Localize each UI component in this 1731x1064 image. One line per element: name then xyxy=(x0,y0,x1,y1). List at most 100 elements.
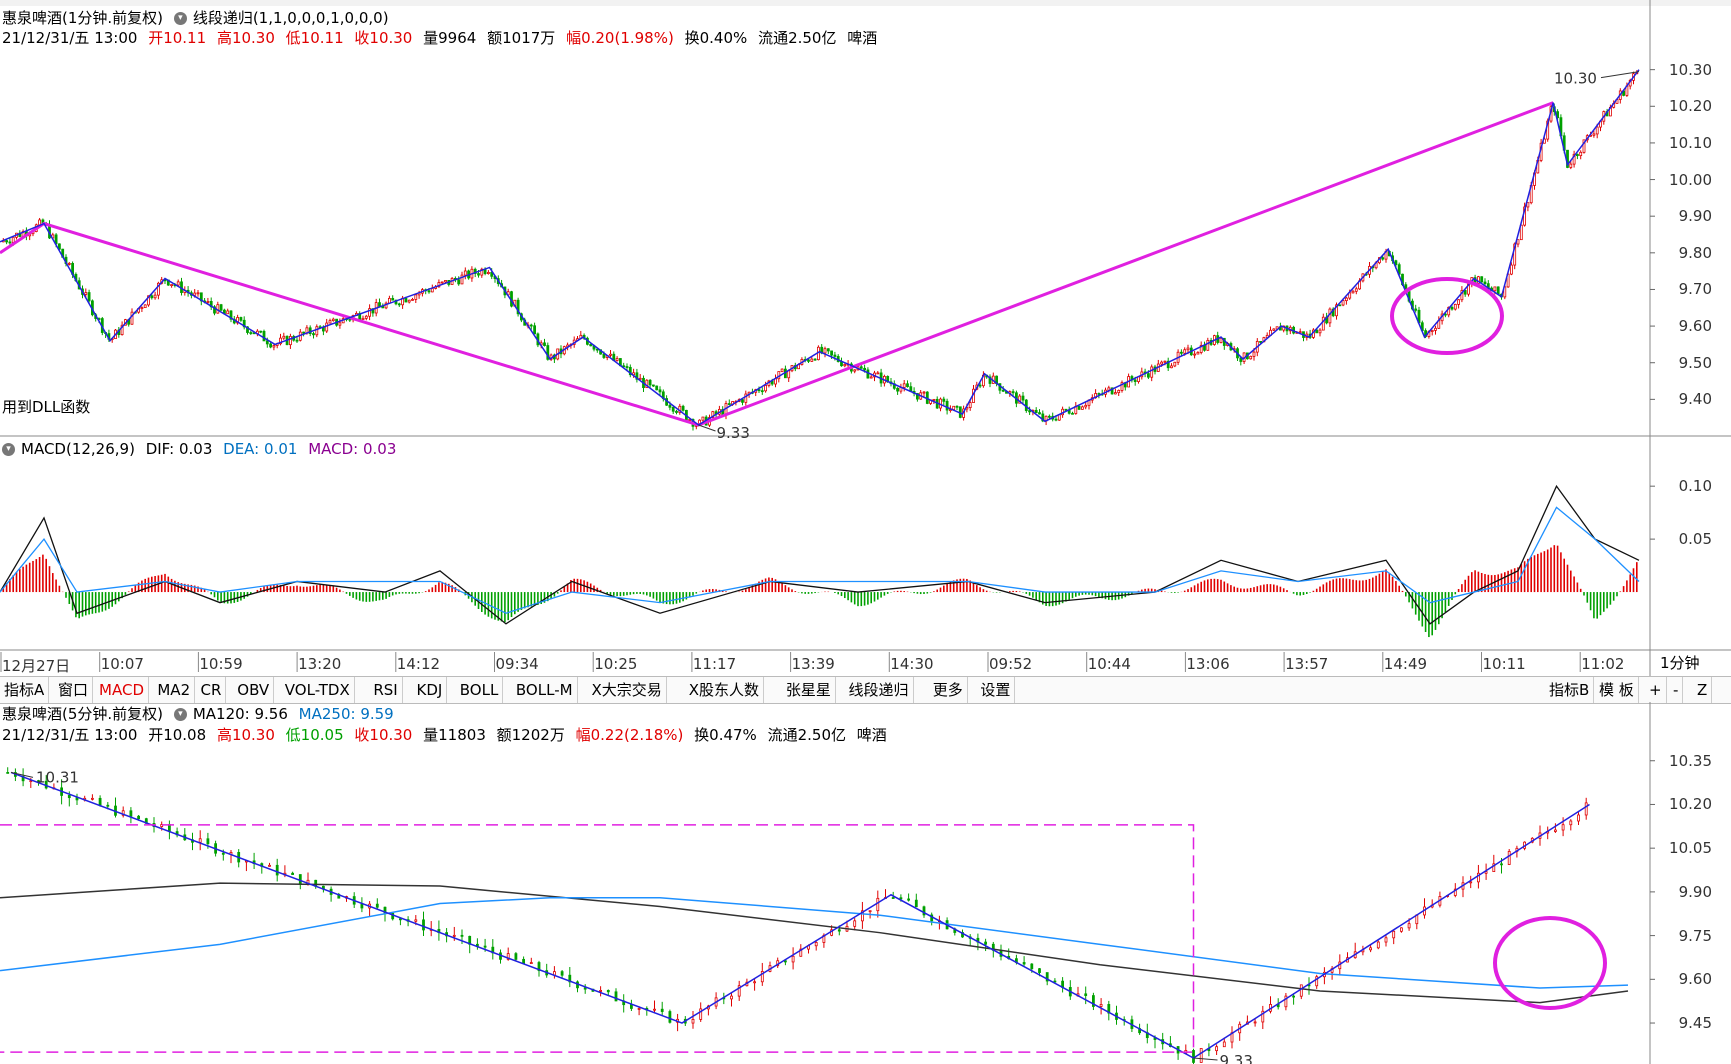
candle-down xyxy=(246,326,249,333)
candle-down xyxy=(514,953,518,960)
quote-date: 21/12/31/五 13:00 xyxy=(2,726,138,744)
candle-up xyxy=(1392,930,1396,939)
high-mark-arrow xyxy=(10,771,34,778)
candle-down xyxy=(1110,387,1114,395)
candle-up xyxy=(599,990,602,992)
candle-down xyxy=(398,918,402,921)
ma250-label: MA250: 9.59 xyxy=(298,705,394,723)
candle-down xyxy=(490,272,494,277)
candle-down xyxy=(106,804,110,807)
candle-up xyxy=(653,1008,656,1011)
candle-down xyxy=(630,1004,633,1009)
candle-up xyxy=(861,910,864,922)
toolbar-right-button[interactable]: 模 板 xyxy=(1595,677,1639,703)
candle-down xyxy=(984,941,987,945)
candle-up xyxy=(730,995,733,1000)
candle-up xyxy=(1345,297,1348,302)
candle-up xyxy=(1595,126,1599,135)
period-selector[interactable]: 1分钟 xyxy=(1660,654,1700,672)
settings-circle-icon[interactable]: ▾ xyxy=(173,708,187,721)
price-tick-label: 9.60 xyxy=(1678,317,1712,336)
toolbar-tab[interactable]: MA2 xyxy=(153,677,196,703)
candle-down xyxy=(37,780,40,783)
toolbar-right-button[interactable]: Z xyxy=(1693,677,1713,703)
candle-up xyxy=(780,368,784,372)
candle-up xyxy=(1572,153,1576,165)
candle-down xyxy=(262,330,266,342)
candle-down xyxy=(295,339,299,342)
candle-down xyxy=(1414,308,1418,311)
low-mark-label: 9.33 xyxy=(1220,1052,1253,1064)
toolbar-tab[interactable]: BOLL xyxy=(456,677,504,703)
candle-down xyxy=(219,304,223,311)
candle-up xyxy=(1272,328,1276,331)
segment-line xyxy=(0,69,1640,426)
toolbar-tab[interactable]: KDJ xyxy=(413,677,448,703)
candle-up xyxy=(787,370,791,379)
toolbar-tab[interactable]: CR xyxy=(197,677,227,703)
candle-up xyxy=(368,308,372,317)
toolbar-tab[interactable]: 设置 xyxy=(976,677,1016,703)
settings-circle-icon[interactable]: ▾ xyxy=(173,12,187,25)
toolbar-tab[interactable]: 张星星 xyxy=(782,677,836,703)
toolbar-tab[interactable]: OBV xyxy=(233,677,275,703)
toolbar-right-button[interactable]: 指标B xyxy=(1545,677,1595,703)
candle-up xyxy=(315,326,319,336)
time-tick-label: 10:25 xyxy=(594,655,638,673)
candle-up xyxy=(272,345,276,348)
candle-up xyxy=(1453,303,1457,310)
trend-line xyxy=(0,101,1554,427)
candle-down xyxy=(1022,962,1026,965)
candle-up xyxy=(444,280,447,283)
dea-line xyxy=(0,506,1640,614)
price-tick-label: 9.50 xyxy=(1678,353,1712,372)
toolbar-right-button[interactable]: - xyxy=(1669,677,1684,703)
candle-up xyxy=(452,934,456,937)
candle-down xyxy=(916,392,919,400)
toolbar-tab[interactable]: VOL-TDX xyxy=(281,677,355,703)
toolbar-tab[interactable]: X股东人数 xyxy=(685,677,764,703)
candle-up xyxy=(1516,239,1520,245)
toolbar-tab[interactable]: BOLL-M xyxy=(512,677,578,703)
time-tick-label: 10:11 xyxy=(1482,655,1526,673)
candle-down xyxy=(58,243,61,250)
toolbar-tab[interactable]: MACD xyxy=(95,677,149,703)
candle-up xyxy=(1219,337,1223,343)
price-tick-label: 10.30 xyxy=(1669,60,1712,79)
toolbar-tab[interactable]: RSI xyxy=(369,677,403,703)
price-tick-label: 9.80 xyxy=(1678,243,1712,262)
settings-circle-icon[interactable]: ▾ xyxy=(2,443,15,456)
high-mark-arrow xyxy=(1600,71,1640,79)
candle-up xyxy=(1477,872,1480,883)
candle-down xyxy=(655,385,659,391)
time-tick-label: 09:52 xyxy=(989,655,1033,673)
candle-up xyxy=(1299,984,1303,997)
candle-up xyxy=(1120,382,1124,391)
candle-up xyxy=(1561,824,1565,831)
candle-up xyxy=(198,838,202,843)
toolbar-right-button[interactable]: + xyxy=(1645,677,1667,703)
candle-down xyxy=(1030,963,1034,970)
candle-down xyxy=(1045,972,1049,982)
candle-down xyxy=(813,358,817,361)
candle-up xyxy=(529,962,533,965)
time-tick-label: 09:34 xyxy=(495,655,539,673)
toolbar-tab[interactable]: 窗口 xyxy=(54,677,94,703)
toolbar-tab[interactable]: 线段递归 xyxy=(845,677,914,703)
candle-up xyxy=(1173,361,1177,367)
toolbar-tab[interactable]: X大宗交易 xyxy=(588,677,667,703)
candle-up xyxy=(268,864,271,867)
candle-up xyxy=(279,337,282,345)
candle-up xyxy=(1430,329,1434,332)
toolbar-tab[interactable]: 指标A xyxy=(0,677,50,703)
candle-down xyxy=(473,268,477,274)
bottom-candles xyxy=(6,767,1588,1064)
candle-down xyxy=(427,290,431,293)
candle-up xyxy=(364,315,368,319)
candle-down xyxy=(741,399,744,403)
candle-up xyxy=(1150,366,1154,378)
candle-down xyxy=(1483,281,1487,285)
toolbar-tab[interactable]: 更多 xyxy=(929,677,968,703)
candle-down xyxy=(652,384,655,387)
candle-up xyxy=(1321,316,1325,331)
